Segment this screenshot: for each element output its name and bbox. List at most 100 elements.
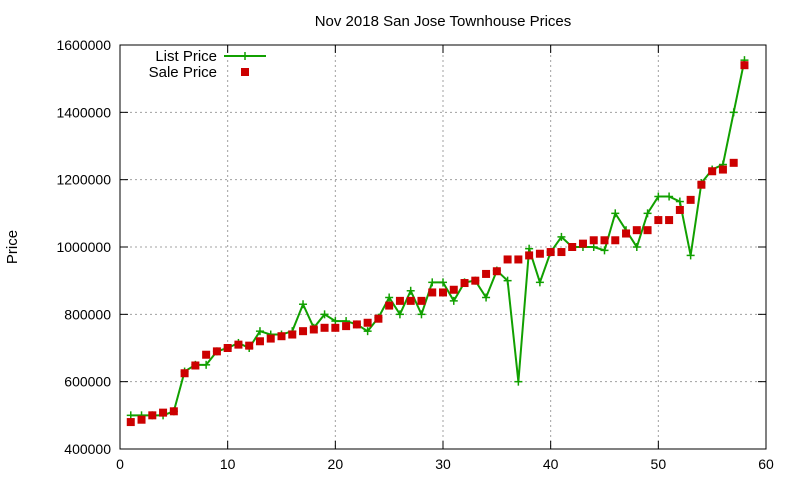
sale-price-point [600,236,609,245]
x-tick-label: 50 [651,456,667,472]
sale-price-point [686,195,695,204]
sale-price-point [137,415,146,424]
list-price-point [417,310,426,319]
y-axis-label: Price [4,230,21,264]
sale-price-point [245,341,254,350]
sale-price-point [578,239,587,248]
grid [120,45,766,449]
sale-price-point [525,251,534,260]
list-price-point [428,278,437,287]
y-tick-label: 800000 [64,306,111,322]
y-tick-label: 1600000 [56,37,111,53]
sale-price-point [482,269,491,278]
sale-price-point [342,322,351,331]
sale-price-point [299,327,308,336]
sale-price-point [632,226,641,235]
sale-price-point [439,288,447,297]
sale-price-point [277,332,286,341]
list-price-point [643,209,652,218]
list-price-point [654,192,663,201]
sale-price-point [449,285,458,294]
sale-price-point [611,236,620,245]
list-price-line [130,59,746,417]
series-layer [126,56,749,427]
list-price-point [675,197,684,206]
y-tick-label: 1400000 [56,104,111,120]
sale-price-point [288,330,297,339]
sale-price-point [234,340,243,349]
list-price-point [299,300,308,309]
x-tick-label: 20 [328,456,344,472]
y-tick-label: 600000 [64,374,111,390]
sale-price-point [557,248,566,257]
sale-price-point [654,216,663,225]
list-price-point [331,317,340,326]
sale-price-point [471,276,480,285]
sale-price-point [535,249,544,258]
sale-price-point [589,236,598,245]
y-tick-label: 400000 [64,441,111,457]
sale-price-point [374,314,383,323]
sale-price-point [180,369,189,378]
chart-title: Nov 2018 San Jose Townhouse Prices [315,13,572,30]
sale-price-point [665,216,674,225]
sale-price-point [309,325,318,334]
x-tick-label: 40 [543,456,559,472]
sale-price-point [212,347,221,356]
sale-price-point [697,180,706,189]
sale-price-point [169,407,178,416]
sale-price-point [460,279,469,288]
sale-price-point [385,301,394,310]
list-price-point [665,192,674,201]
list-price-point [535,278,544,287]
sale-price-point [503,255,512,264]
list-price-point [320,310,329,319]
list-price-point [611,209,620,218]
sale-price-point [191,361,200,370]
sale-price-point [718,165,727,174]
sale-price-point [675,205,684,214]
sale-price-point [126,418,135,427]
list-price-point [439,278,447,287]
list-price-point [514,377,523,386]
sale-price-point [320,323,329,332]
sale-price-point [395,296,404,305]
list-price-point [482,293,491,302]
list-price-point [525,244,534,253]
axes: 0 10 20 30 40 50 60 400000 600000 800000 1000000 12… [56,37,774,472]
list-price-point [557,232,566,241]
list-price-point [255,327,264,336]
legend-label: List Price [155,48,217,65]
x-tick-label: 60 [758,456,774,472]
list-price-point [385,293,394,302]
sale-price-point [352,320,361,329]
sale-price-point [266,334,275,343]
sale-price-point [417,296,426,305]
y-tick-label: 1200000 [56,172,111,188]
sale-price-point [428,288,437,297]
x-tick-label: 30 [435,456,451,472]
list-price-point [589,243,598,251]
list-price-point [503,276,512,285]
sale-price-point [492,267,501,276]
list-price-point [729,108,738,117]
sale-price-point [546,248,555,257]
y-tick-label: 1000000 [56,239,111,255]
sale-price-point [159,408,168,417]
sale-price-point [568,243,577,251]
sale-price-point [708,167,717,176]
sale-price-point [514,255,523,264]
list-price-point [363,327,372,336]
legend-square-swatch [241,68,249,76]
sale-price-point [643,226,652,235]
list-price-point [686,251,695,260]
sale-price-point [740,61,749,70]
list-price-point [202,360,211,369]
sale-price-point [223,344,232,352]
sale-price-point [255,337,264,346]
sale-price-point [363,318,372,327]
sale-price-point [406,296,415,305]
